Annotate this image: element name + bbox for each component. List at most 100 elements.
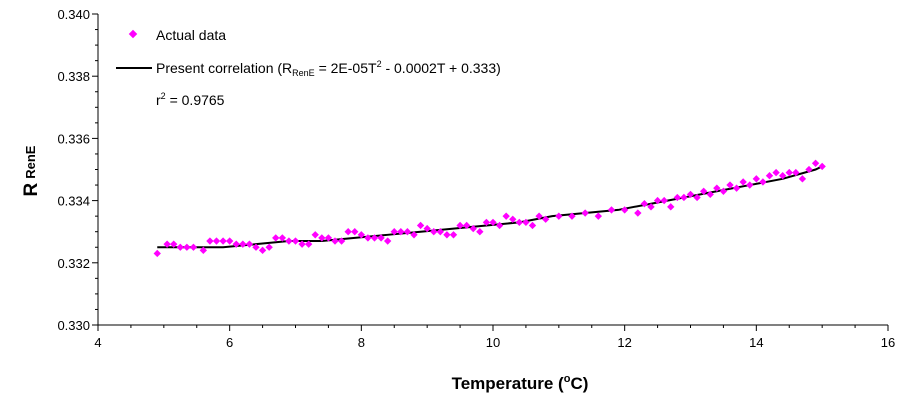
data-point — [811, 159, 820, 167]
data-point — [726, 181, 734, 189]
plot-area: 4 6 8 10 12 14 16 0.330 0.332 0.334 0.336 0.338 0.34… — [57, 7, 895, 350]
data-point — [792, 168, 800, 177]
data-point — [219, 237, 227, 245]
data-point — [324, 234, 333, 242]
y-axis-title: R RenE — [21, 145, 42, 196]
data-point — [693, 193, 701, 202]
points-group — [153, 159, 826, 258]
data-point — [449, 231, 458, 239]
data-point — [423, 224, 431, 233]
data-point — [383, 237, 392, 245]
x-tick-label: 14 — [749, 335, 763, 350]
legend-r2: r2 = 0.9765 — [156, 91, 225, 108]
legend: Actual data Present correlation (RRenE =… — [116, 27, 501, 108]
tick-labels: 4 6 8 10 12 14 16 0.330 0.332 0.334 0.336 0.338 0.34… — [57, 7, 895, 350]
data-point — [640, 200, 649, 208]
data-point — [443, 231, 451, 239]
legend-fit-end: - 0.0002T + 0.333) — [382, 60, 501, 76]
fit-line-group — [157, 165, 823, 249]
legend-fit-label: Present correlation (RRenE = 2E-05T2 - 0… — [156, 59, 501, 78]
data-point — [351, 228, 359, 236]
data-point — [265, 243, 273, 251]
data-point — [535, 212, 543, 220]
data-point — [752, 175, 761, 183]
legend-actual-marker — [128, 29, 138, 39]
data-point — [805, 165, 813, 174]
legend-actual-label: Actual data — [156, 27, 226, 43]
data-point — [515, 218, 524, 227]
data-point — [818, 162, 826, 171]
data-point — [528, 221, 537, 230]
data-point — [660, 196, 668, 205]
data-point — [430, 228, 438, 236]
data-point — [225, 237, 234, 245]
data-point — [311, 231, 319, 239]
y-tick-label: 0.336 — [57, 131, 90, 146]
legend-fit-prefix: Present correlation (R — [156, 60, 292, 76]
data-point — [482, 218, 491, 227]
legend-fit-sup: 2 — [377, 59, 382, 69]
legend-r2-value: = 0.9765 — [166, 92, 225, 108]
data-point — [416, 221, 425, 230]
data-point — [252, 243, 260, 251]
data-point — [258, 246, 267, 255]
y-tick-label: 0.330 — [57, 318, 90, 333]
x-axis-title: Temperature (oC) — [452, 373, 589, 393]
data-point — [647, 203, 655, 211]
ticks — [92, 13, 889, 331]
data-point — [232, 240, 240, 248]
data-point — [285, 237, 293, 245]
data-point — [272, 234, 280, 242]
data-point — [183, 243, 191, 251]
data-point — [298, 240, 306, 248]
data-point — [680, 193, 688, 202]
data-point — [541, 215, 550, 223]
x-tick-label: 16 — [881, 335, 895, 350]
data-point — [607, 206, 616, 214]
data-point — [759, 178, 767, 186]
data-point — [798, 175, 807, 183]
data-point — [502, 212, 510, 220]
data-point — [495, 221, 504, 230]
x-tick-label: 4 — [94, 335, 101, 350]
legend-r2-sup: 2 — [161, 91, 166, 101]
legend-fit-mid: = 2E-05T — [315, 60, 377, 76]
x-tick-label: 12 — [617, 335, 631, 350]
data-point — [713, 184, 721, 192]
data-point — [291, 237, 300, 245]
data-point — [245, 240, 254, 248]
data-point — [176, 243, 184, 251]
data-point — [462, 221, 471, 230]
x-axis-title-unit: C) — [570, 374, 588, 393]
data-point — [785, 168, 793, 177]
data-point — [331, 237, 339, 245]
data-point — [337, 237, 346, 245]
data-point — [673, 193, 682, 202]
data-point — [719, 187, 728, 195]
data-point — [403, 228, 412, 236]
x-tick-label: 10 — [486, 335, 500, 350]
data-point — [778, 172, 787, 180]
y-tick-label: 0.338 — [57, 69, 90, 84]
data-point — [634, 209, 642, 217]
data-point — [653, 196, 662, 205]
data-point — [344, 228, 352, 236]
data-point — [699, 187, 708, 195]
fit-line — [157, 165, 823, 249]
data-point — [364, 234, 372, 242]
data-point — [153, 249, 161, 258]
y-axis-title-main: R — [21, 182, 42, 196]
data-point — [239, 240, 247, 248]
data-point — [746, 181, 754, 189]
y-tick-label: 0.332 — [57, 256, 90, 271]
data-point — [212, 237, 221, 245]
data-point — [555, 212, 563, 220]
data-point — [765, 172, 774, 180]
x-axis-title-main: Temperature ( — [452, 374, 564, 393]
y-tick-label: 0.340 — [57, 7, 90, 22]
data-point — [304, 240, 313, 248]
data-point — [189, 243, 198, 251]
data-point — [522, 218, 530, 227]
data-point — [686, 190, 695, 199]
